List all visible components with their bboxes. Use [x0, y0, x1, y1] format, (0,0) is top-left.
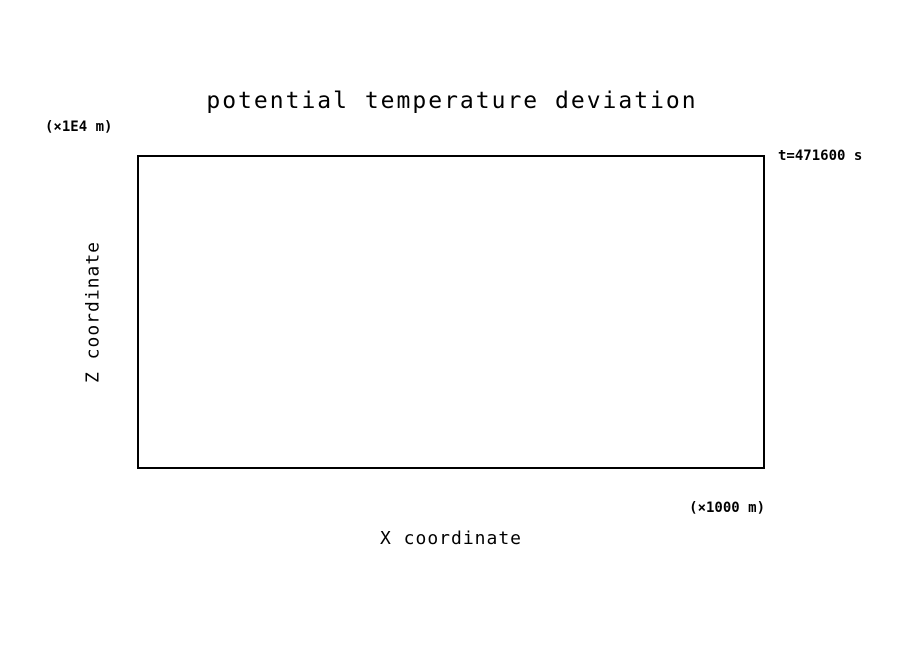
- plot-title: potential temperature deviation: [206, 88, 698, 114]
- contour-field-canvas: [139, 157, 763, 467]
- x-axis-title: X coordinate: [379, 528, 523, 549]
- y-axis-title: Z coordinate: [82, 240, 104, 384]
- y-axis-unit-label: (×1E4 m): [45, 119, 113, 135]
- plot-frame: [137, 155, 765, 469]
- x-axis-unit-label: (×1000 m): [689, 500, 765, 516]
- time-stamp-label: t=471600 s: [778, 148, 863, 164]
